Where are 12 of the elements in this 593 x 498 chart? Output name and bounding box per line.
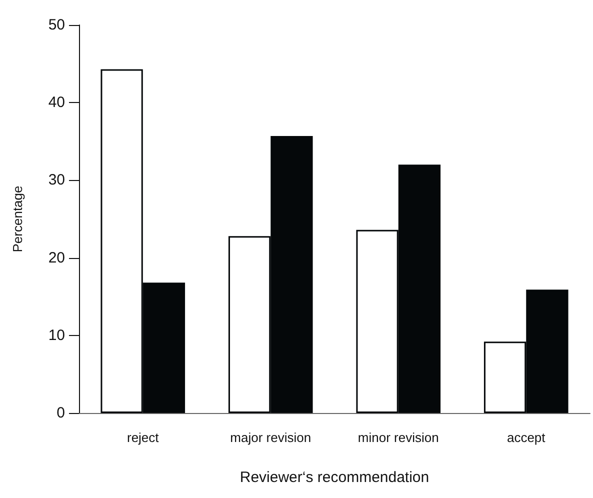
- y-tick-label: 50: [48, 16, 65, 34]
- y-axis-title: Percentage: [10, 186, 25, 252]
- y-tick-label: 40: [48, 94, 65, 112]
- y-tick-label: 30: [48, 172, 65, 189]
- x-tick-label: major revision: [230, 430, 312, 445]
- y-tick-label: 0: [56, 404, 65, 422]
- y-tick-label: 20: [48, 249, 65, 266]
- x-tick-label: reject: [126, 430, 160, 445]
- x-tick-label: minor revision: [358, 430, 439, 445]
- x-tick-label: accept: [506, 430, 546, 445]
- x-axis-title: Reviewer‘s recommendation: [240, 469, 430, 486]
- y-tick-label: 10: [48, 326, 65, 344]
